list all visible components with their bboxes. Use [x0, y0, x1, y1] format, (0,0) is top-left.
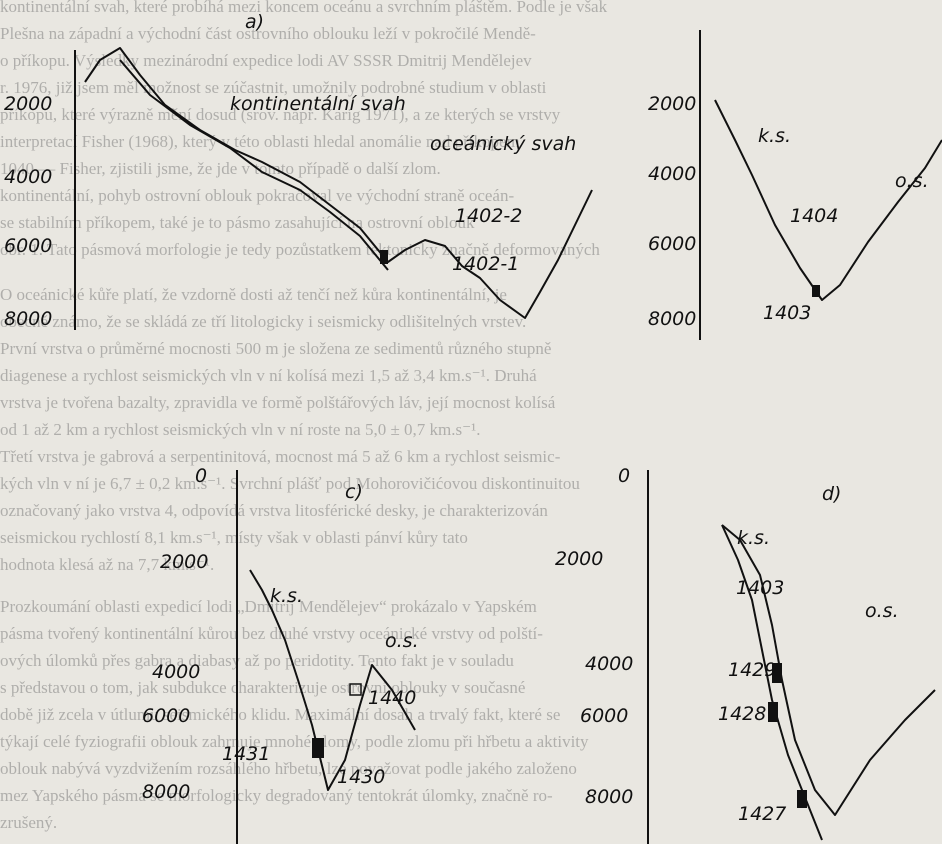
- depth-label: 2000: [160, 551, 208, 573]
- annotation: o.s.: [865, 600, 899, 622]
- annotation: 1403: [763, 302, 811, 324]
- depth-label: 6000: [142, 705, 190, 727]
- depth-label: 4000: [648, 163, 696, 185]
- depth-label: 8000: [648, 308, 696, 330]
- text-line: s představou o tom, jak subdukce charakt…: [0, 678, 525, 697]
- text-line: pásma tvořený kontinentální kůrou bez dr…: [0, 624, 543, 643]
- annotation: kontinentální svah: [230, 93, 406, 115]
- text-line: O oceánické kůře platí, že vzdorně dosti…: [0, 285, 507, 304]
- text-line: Třetí vrstva je gabrová a serpentinitová…: [0, 447, 561, 466]
- text-line: diagenese a rychlost seismických vln v n…: [0, 366, 537, 385]
- text-line: seismickou rychlostí 8,1 km.s⁻¹, místy v…: [0, 528, 468, 547]
- annotation: 1430: [337, 766, 385, 788]
- text-line: kých vln v ní je 6,7 ± 0,2 km.s⁻¹. Svrch…: [0, 474, 580, 493]
- text-line: Prozkoumání oblasti expedicí lodi „Dmitr…: [0, 597, 537, 616]
- depth-label: 6000: [648, 233, 696, 255]
- text-line: Plešna na západní a východní část ostrov…: [0, 24, 536, 43]
- annotation: 1429: [728, 659, 776, 681]
- depth-label: 0: [195, 465, 207, 487]
- depth-label: 4000: [152, 661, 200, 683]
- profile: [715, 100, 942, 300]
- annotation: 1431: [222, 743, 270, 765]
- text-line: kontinentální svah, které probíhá mezi k…: [0, 0, 608, 16]
- annotation: o.s.: [385, 630, 419, 652]
- panel-label: d): [822, 483, 841, 505]
- annotation: 1427: [738, 803, 786, 825]
- page: kontinentální svah, které probíhá mezi k…: [0, 0, 942, 844]
- text-line: ových úlomků přes gabra a diabasy až po …: [0, 651, 514, 670]
- sample-mark: [797, 790, 807, 808]
- depth-label: 6000: [4, 235, 52, 257]
- text-line: době již zcela v útlumu seismického klid…: [0, 705, 560, 724]
- text-line: mez Yapského pásma se morfologicky degra…: [0, 786, 553, 805]
- annotation: 1402-1: [452, 253, 519, 275]
- sample-mark: [812, 285, 820, 297]
- annotation: k.s.: [758, 125, 791, 147]
- sample-mark: [380, 250, 388, 264]
- text-line: se stabilním příkopem, také je to pásmo …: [0, 213, 475, 232]
- depth-label: 4000: [585, 653, 633, 675]
- annotation: o.s.: [895, 170, 929, 192]
- text-line: týkají celé fyziografii oblouk zahrnuje …: [0, 732, 589, 751]
- depth-label: 2000: [555, 548, 603, 570]
- depth-label: 8000: [585, 786, 633, 808]
- background-text: kontinentální svah, které probíhá mezi k…: [0, 0, 608, 832]
- text-line: 1040 — Fisher, zjistili jsme, že jde v t…: [0, 159, 441, 178]
- annotation: 1428: [718, 703, 766, 725]
- panel-label: c): [345, 481, 363, 503]
- annotation: 1402-2: [455, 205, 522, 227]
- text-line: oblouk nabývá vyzdvižením rozsáhlého hřb…: [0, 759, 577, 778]
- annotation: k.s.: [737, 527, 770, 549]
- depth-label: 6000: [580, 705, 628, 727]
- text-line: zrušený.: [0, 813, 57, 832]
- annotation: 1440: [368, 687, 416, 709]
- annotation: k.s.: [270, 585, 303, 607]
- depth-label: 4000: [4, 166, 52, 188]
- annotation: 1404: [790, 205, 838, 227]
- depth-label: 8000: [142, 781, 190, 803]
- sample-mark: [312, 738, 324, 758]
- depth-label: 2000: [4, 93, 52, 115]
- sample-mark: [768, 702, 778, 722]
- text-line: kontinentální, pohyb ostrovní oblouk pok…: [0, 186, 514, 205]
- depth-label: 8000: [4, 308, 52, 330]
- depth-label: 0: [618, 465, 630, 487]
- text-line: obecně známo, že se skládá ze tří litolo…: [0, 312, 526, 331]
- depth-label: 2000: [648, 93, 696, 115]
- text-line: o příkopu. Výsledky mezinárodní expedice…: [0, 51, 532, 70]
- text-line: První vrstva o průměrné mocnosti 500 m j…: [0, 339, 551, 358]
- text-line: vrstva je tvořena bazalty, zpravidla ve …: [0, 393, 556, 412]
- annotation: oceánický svah: [430, 133, 576, 155]
- annotation: 1403: [736, 577, 784, 599]
- text-line: označovaný jako vrstva 4, odpovídá vrstv…: [0, 501, 548, 520]
- panel-label: a): [245, 11, 264, 33]
- text-line: od 1 až 2 km a rychlost seismických vln …: [0, 420, 480, 439]
